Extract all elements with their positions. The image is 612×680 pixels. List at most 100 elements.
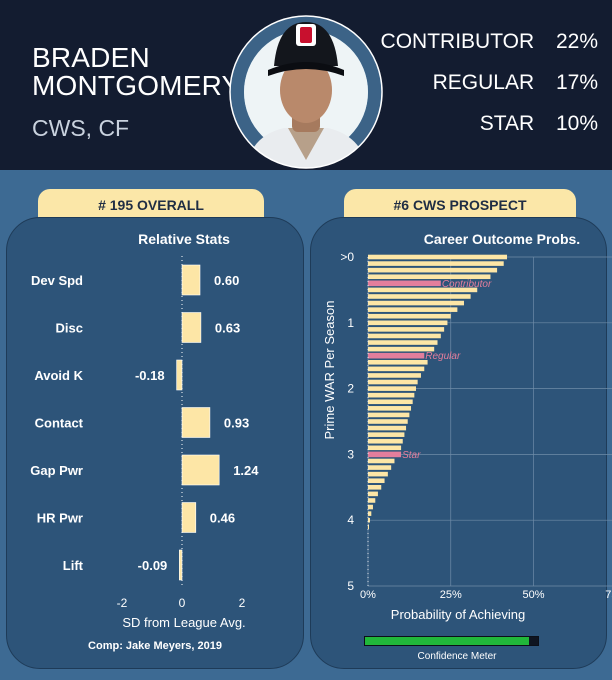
- stat-bar: [176, 359, 183, 391]
- outcome-bar: [368, 478, 385, 484]
- outcome-marker-bar: [368, 352, 425, 359]
- outcome-bar: [368, 419, 408, 424]
- outcome-label: STAR: [479, 112, 535, 135]
- outcome-bar: [368, 294, 471, 299]
- outcome-bar: [368, 458, 395, 464]
- outcome-bar: [368, 386, 416, 391]
- outcome-x-tick-label: 0%: [360, 589, 376, 601]
- stat-value-label: -0.09: [138, 558, 168, 573]
- outcome-bar: [368, 471, 388, 477]
- outcome-pct: 10%: [555, 112, 598, 135]
- outcome-pct: 22%: [555, 30, 598, 53]
- stat-value-label: 0.60: [214, 273, 239, 288]
- stat-x-axis-label: SD from League Avg.: [122, 615, 245, 630]
- outcome-marker-label: Regular: [425, 351, 461, 362]
- outcome-bar: [368, 307, 458, 312]
- outcome-bar: [368, 300, 464, 306]
- stat-x-tick-label: 2: [239, 596, 246, 610]
- player-name: BRADEN MONTGOMERY: [32, 44, 240, 100]
- outcome-y-tick-label: 5: [347, 579, 354, 593]
- outcome-marker-bar: [368, 451, 402, 458]
- outcome-bar: [368, 412, 410, 418]
- outcome-bar: [368, 491, 378, 497]
- outcome-x-axis-label: Probability of Achieving: [391, 607, 525, 622]
- stat-value-label: -0.18: [135, 368, 165, 383]
- outcome-y-tick-label: 2: [347, 382, 354, 396]
- outcome-bar: [368, 399, 413, 405]
- outcome-bar: [368, 359, 428, 365]
- outcome-bar: [368, 346, 435, 352]
- stat-x-tick-label: -2: [117, 596, 128, 610]
- outcome-y-tick-label: 4: [347, 513, 354, 527]
- outcome-bar: [368, 267, 498, 273]
- outcome-label: CONTRIBUTOR: [380, 30, 535, 53]
- outcome-bar: [368, 517, 370, 523]
- stat-category-label: Lift: [63, 558, 84, 573]
- outcome-bar: [368, 287, 478, 293]
- stat-bar: [181, 312, 202, 343]
- outcome-bar: [368, 504, 373, 510]
- outcome-y-tick-label: 3: [347, 447, 354, 461]
- outcome-bar: [368, 313, 451, 319]
- comparable-player: Comp: Jake Meyers, 2019: [88, 640, 222, 652]
- outcome-bar: [368, 327, 445, 332]
- stat-category-label: Disc: [56, 321, 83, 336]
- career-outcome-title: Career Outcome Probs.: [423, 231, 581, 247]
- outcome-bar: [368, 406, 412, 411]
- prospect-rank-tab: #6 CWS PROSPECT: [344, 189, 576, 222]
- stat-value-label: 1.24: [233, 463, 259, 478]
- outcome-marker-label: Contributor: [442, 279, 492, 290]
- confidence-meter-fill: [365, 637, 530, 645]
- outcome-bar: [368, 498, 376, 503]
- stat-value-label: 0.46: [210, 511, 235, 526]
- relative-stats-panel: [6, 217, 304, 669]
- stat-category-label: Dev Spd: [31, 273, 83, 288]
- outcome-contributor: CONTRIBUTOR 22%: [381, 28, 598, 69]
- player-first-name: BRADEN: [32, 42, 150, 73]
- outcome-bar: [368, 379, 418, 385]
- outcome-bar: [368, 254, 508, 260]
- stat-category-label: HR Pwr: [37, 511, 83, 526]
- overall-rank-tab: # 195 OVERALL: [38, 189, 264, 222]
- outcome-y-tick-label: 1: [347, 316, 354, 330]
- outcome-marker-label: Star: [402, 450, 421, 461]
- outcome-bar: [368, 485, 382, 490]
- outcome-bar: [368, 366, 425, 372]
- outcome-bar: [368, 511, 372, 516]
- outcome-x-tick-label: 25%: [440, 589, 462, 601]
- outcome-bar: [368, 333, 441, 339]
- outcome-bar: [368, 320, 448, 326]
- stat-bar: [181, 407, 211, 438]
- stat-bar: [181, 502, 197, 533]
- stat-value-label: 0.93: [224, 416, 249, 431]
- outcome-x-tick-label: 75%: [605, 589, 612, 601]
- outcome-bar: [368, 373, 421, 378]
- outcome-marker-bar: [368, 280, 441, 287]
- outcome-bar: [368, 465, 392, 470]
- confidence-meter: [364, 636, 539, 646]
- outcome-bar: [368, 392, 415, 398]
- career-outcome-panel: [310, 217, 607, 669]
- outcome-summary: CONTRIBUTOR 22% REGULAR 17% STAR 10%: [381, 28, 598, 151]
- outcome-regular: REGULAR 17%: [381, 69, 598, 110]
- outcome-bar: [368, 438, 403, 444]
- relative-stats-title: Relative Stats: [138, 231, 230, 247]
- outcome-bar: [368, 425, 407, 431]
- outcome-bar: [368, 445, 402, 451]
- outcome-pct: 17%: [555, 71, 598, 94]
- player-last-name: MONTGOMERY: [32, 70, 241, 101]
- confidence-meter-label: Confidence Meter: [417, 651, 497, 662]
- outcome-bar: [368, 432, 405, 437]
- stat-bar: [181, 454, 220, 486]
- outcome-star: STAR 10%: [381, 110, 598, 151]
- player-photo: [229, 15, 383, 169]
- team-position: CWS, CF: [32, 115, 130, 141]
- outcome-bar: [368, 261, 504, 266]
- outcome-x-tick-label: 50%: [522, 589, 544, 601]
- stat-value-label: 0.63: [215, 321, 240, 336]
- outcome-y-tick-label: >0: [340, 250, 354, 264]
- outcome-bar: [368, 340, 438, 345]
- outcome-label: REGULAR: [432, 71, 535, 94]
